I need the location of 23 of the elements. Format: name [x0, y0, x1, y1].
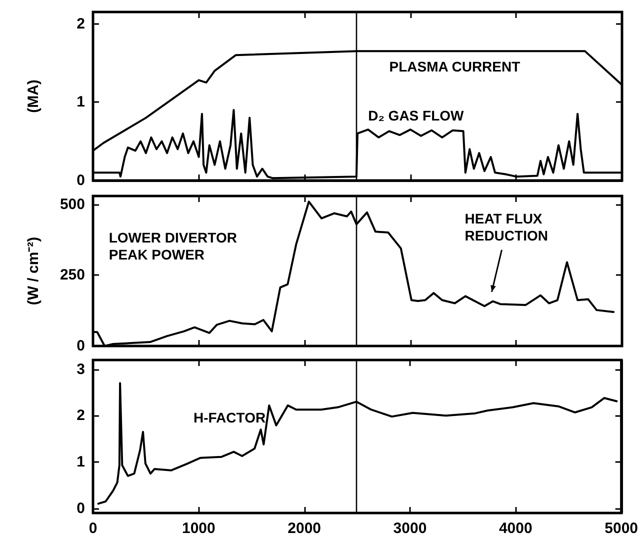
y-tick-label: 2 [76, 407, 85, 424]
x-tick-label: 0 [88, 520, 98, 537]
x-tick-label: 5000 [604, 520, 638, 537]
y-tick-label: 0 [76, 172, 85, 189]
series-label: PLASMA CURRENT [389, 58, 521, 74]
y-tick-label: 1 [76, 454, 85, 470]
y-tick-label: 250 [60, 266, 85, 284]
y-tick-label: 1 [76, 94, 85, 111]
series-label: H-FACTOR [194, 409, 266, 426]
text: LOWER DIVERTOR PEAK POWER [108, 230, 237, 262]
y-tick-label: 500 [60, 196, 85, 213]
y-axis-title: (W / cm⁻²) [25, 236, 42, 306]
x-tick-label: 4000 [498, 520, 532, 537]
y-tick-label: 3 [76, 360, 85, 378]
y-tick-label: 0 [76, 338, 85, 354]
x-tick-label: 2000 [288, 520, 322, 537]
series-label: D₂ GAS FLOW [368, 108, 465, 124]
y-axis-title: (MA) [25, 80, 42, 113]
y-tick-label: 2 [76, 15, 85, 32]
annotation: HEAT FLUX REDUCTION [464, 210, 548, 244]
x-tick-label: 1000 [182, 520, 216, 537]
x-tick-label: 3000 [393, 520, 427, 537]
y-tick-label: 0 [76, 500, 85, 517]
